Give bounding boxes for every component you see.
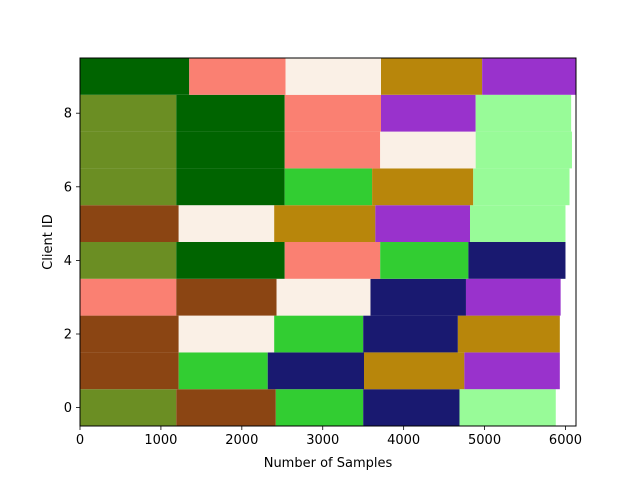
bar-segment-client-2-3 — [363, 315, 458, 353]
bar-segment-client-1-3 — [364, 352, 465, 390]
bar-segment-client-6-3 — [372, 168, 474, 206]
bar-segment-client-6-4 — [473, 168, 570, 206]
bar-segment-client-5-0 — [80, 205, 179, 242]
bar-segment-client-5-2 — [274, 205, 376, 242]
y-tick-label: 6 — [64, 180, 72, 195]
bar-segment-client-0-2 — [275, 389, 364, 426]
bar-segment-client-6-2 — [284, 168, 373, 206]
y-tick-label: 2 — [64, 328, 72, 343]
bar-segment-client-5-1 — [178, 205, 275, 242]
bar-segment-client-8-4 — [475, 94, 572, 132]
bar-segment-client-3-2 — [276, 278, 371, 316]
bar-segment-client-5-4 — [470, 205, 566, 242]
y-axis-ticks: 0 2 4 6 8 — [64, 107, 80, 416]
x-axis-ticks: 0 1000 2000 3000 4000 5000 6000 — [76, 426, 582, 448]
x-tick-label: 4000 — [387, 433, 420, 448]
bar-segment-client-9-1 — [189, 58, 286, 95]
bar-segment-client-0-3 — [363, 389, 460, 426]
bar-segment-client-3-3 — [370, 278, 466, 316]
x-tick-label: 3000 — [306, 433, 339, 448]
bar-segment-client-1-4 — [464, 352, 560, 390]
bar-segment-client-0-0 — [80, 389, 177, 426]
bar-segment-client-9-2 — [285, 58, 381, 95]
bar-segment-client-8-2 — [284, 94, 381, 132]
bar-segment-client-2-0 — [80, 315, 179, 353]
bar-segment-client-4-4 — [468, 242, 566, 279]
x-tick-label: 0 — [76, 433, 84, 448]
bar-segment-client-7-0 — [80, 131, 177, 169]
y-tick-label: 8 — [64, 107, 72, 122]
x-tick-label: 5000 — [468, 433, 501, 448]
bar-segment-client-5-3 — [375, 205, 470, 242]
bar-segment-client-7-4 — [475, 131, 572, 169]
bar-segment-client-0-1 — [176, 389, 276, 426]
bar-segment-client-4-0 — [80, 242, 177, 279]
bar-segment-client-4-2 — [284, 242, 381, 279]
bar-segment-client-9-4 — [482, 58, 576, 95]
bar-segment-client-2-1 — [178, 315, 275, 353]
bar-segment-client-1-2 — [267, 352, 365, 390]
bar-segment-client-9-3 — [381, 58, 483, 95]
bar-segment-client-8-3 — [381, 94, 476, 132]
bar-segment-client-8-0 — [80, 94, 177, 132]
bar-segment-client-2-2 — [274, 315, 364, 353]
bar-segment-client-0-4 — [459, 389, 556, 426]
bar-segment-client-6-0 — [80, 168, 177, 206]
y-tick-label: 4 — [64, 254, 72, 269]
x-tick-label: 1000 — [144, 433, 177, 448]
bar-segment-client-3-0 — [80, 278, 177, 316]
bar-segment-client-1-1 — [178, 352, 268, 390]
bar-segment-client-3-4 — [465, 278, 561, 316]
bar-segment-client-6-1 — [176, 168, 285, 206]
bar-segment-client-9-0 — [80, 58, 190, 95]
axes-frame — [79, 57, 577, 427]
bar-segment-client-4-3 — [380, 242, 469, 279]
x-tick-label: 6000 — [549, 433, 582, 448]
x-tick-label: 2000 — [225, 433, 258, 448]
bar-segment-client-7-3 — [380, 131, 476, 169]
y-tick-label: 0 — [64, 401, 72, 416]
bar-segment-client-3-1 — [176, 278, 277, 316]
x-axis-label: Number of Samples — [264, 456, 393, 471]
bar-segment-client-1-0 — [80, 352, 179, 390]
bar-segment-client-7-1 — [176, 131, 285, 169]
bar-segment-client-7-2 — [284, 131, 381, 169]
y-axis-label: Client ID — [41, 214, 56, 270]
plot-area — [80, 58, 576, 426]
bar-segment-client-2-4 — [457, 315, 560, 353]
bar-segment-client-8-1 — [176, 94, 285, 132]
bar-segment-client-4-1 — [176, 242, 285, 279]
